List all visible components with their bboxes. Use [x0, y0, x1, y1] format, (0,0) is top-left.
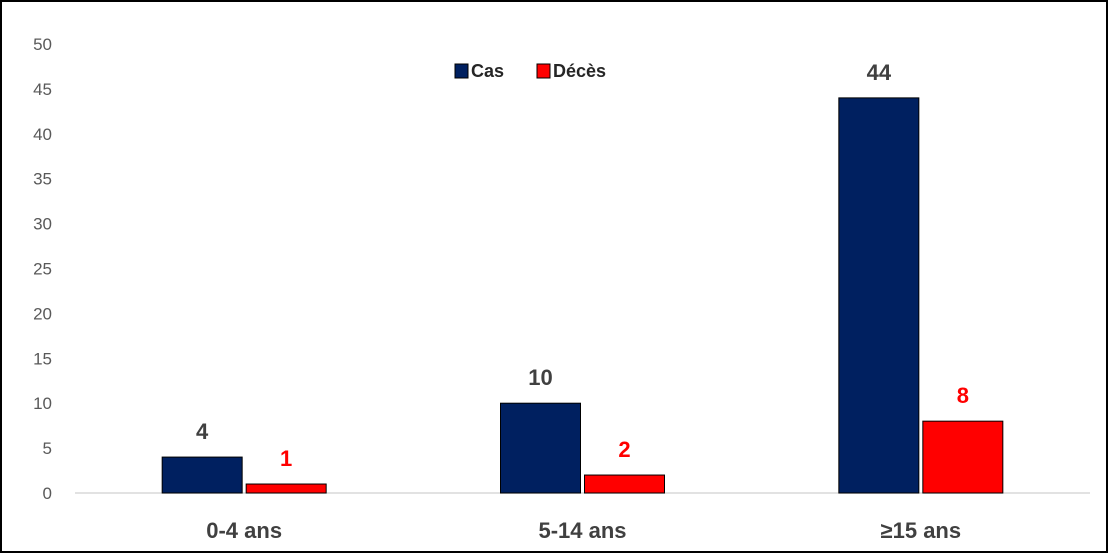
data-label: 8	[957, 383, 969, 408]
bar-dcs	[922, 420, 1004, 494]
legend-label: Décès	[553, 61, 606, 81]
y-tick-label: 30	[33, 215, 52, 234]
x-axis: 0-4 ans 5-14 ans ≥15 ans	[206, 518, 961, 543]
bar-cas	[161, 456, 243, 494]
legend: Cas Décès	[454, 61, 606, 81]
data-label: 4	[196, 419, 209, 444]
x-tick-label: 5-14 ans	[538, 518, 626, 543]
legend-label: Cas	[471, 61, 504, 81]
y-tick-label: 45	[33, 80, 52, 99]
data-label: 44	[867, 60, 892, 85]
y-tick-label: 15	[33, 349, 52, 368]
data-label: 10	[528, 365, 552, 390]
bar-cas	[838, 97, 920, 494]
y-tick-label: 40	[33, 125, 52, 144]
bar-cas	[500, 402, 581, 494]
legend-swatch	[454, 63, 469, 79]
bars-group: 4 1 10 2 44 8	[161, 60, 1004, 494]
x-tick-label: ≥15 ans	[881, 518, 962, 543]
bar-dcs	[245, 483, 327, 494]
data-label: 1	[280, 446, 292, 471]
bar-dcs	[584, 474, 665, 494]
y-tick-label: 25	[33, 260, 52, 279]
y-tick-label: 0	[43, 484, 52, 503]
y-tick-label: 20	[33, 304, 52, 323]
y-tick-label: 10	[33, 394, 52, 413]
y-tick-label: 35	[33, 170, 52, 189]
x-tick-label: 0-4 ans	[206, 518, 282, 543]
y-axis: 0 5 10 15 20 25 30 35 40 45 50	[33, 35, 52, 503]
y-tick-label: 5	[43, 439, 52, 458]
data-label: 2	[618, 437, 630, 462]
legend-swatch	[536, 63, 551, 79]
y-tick-label: 50	[33, 35, 52, 54]
